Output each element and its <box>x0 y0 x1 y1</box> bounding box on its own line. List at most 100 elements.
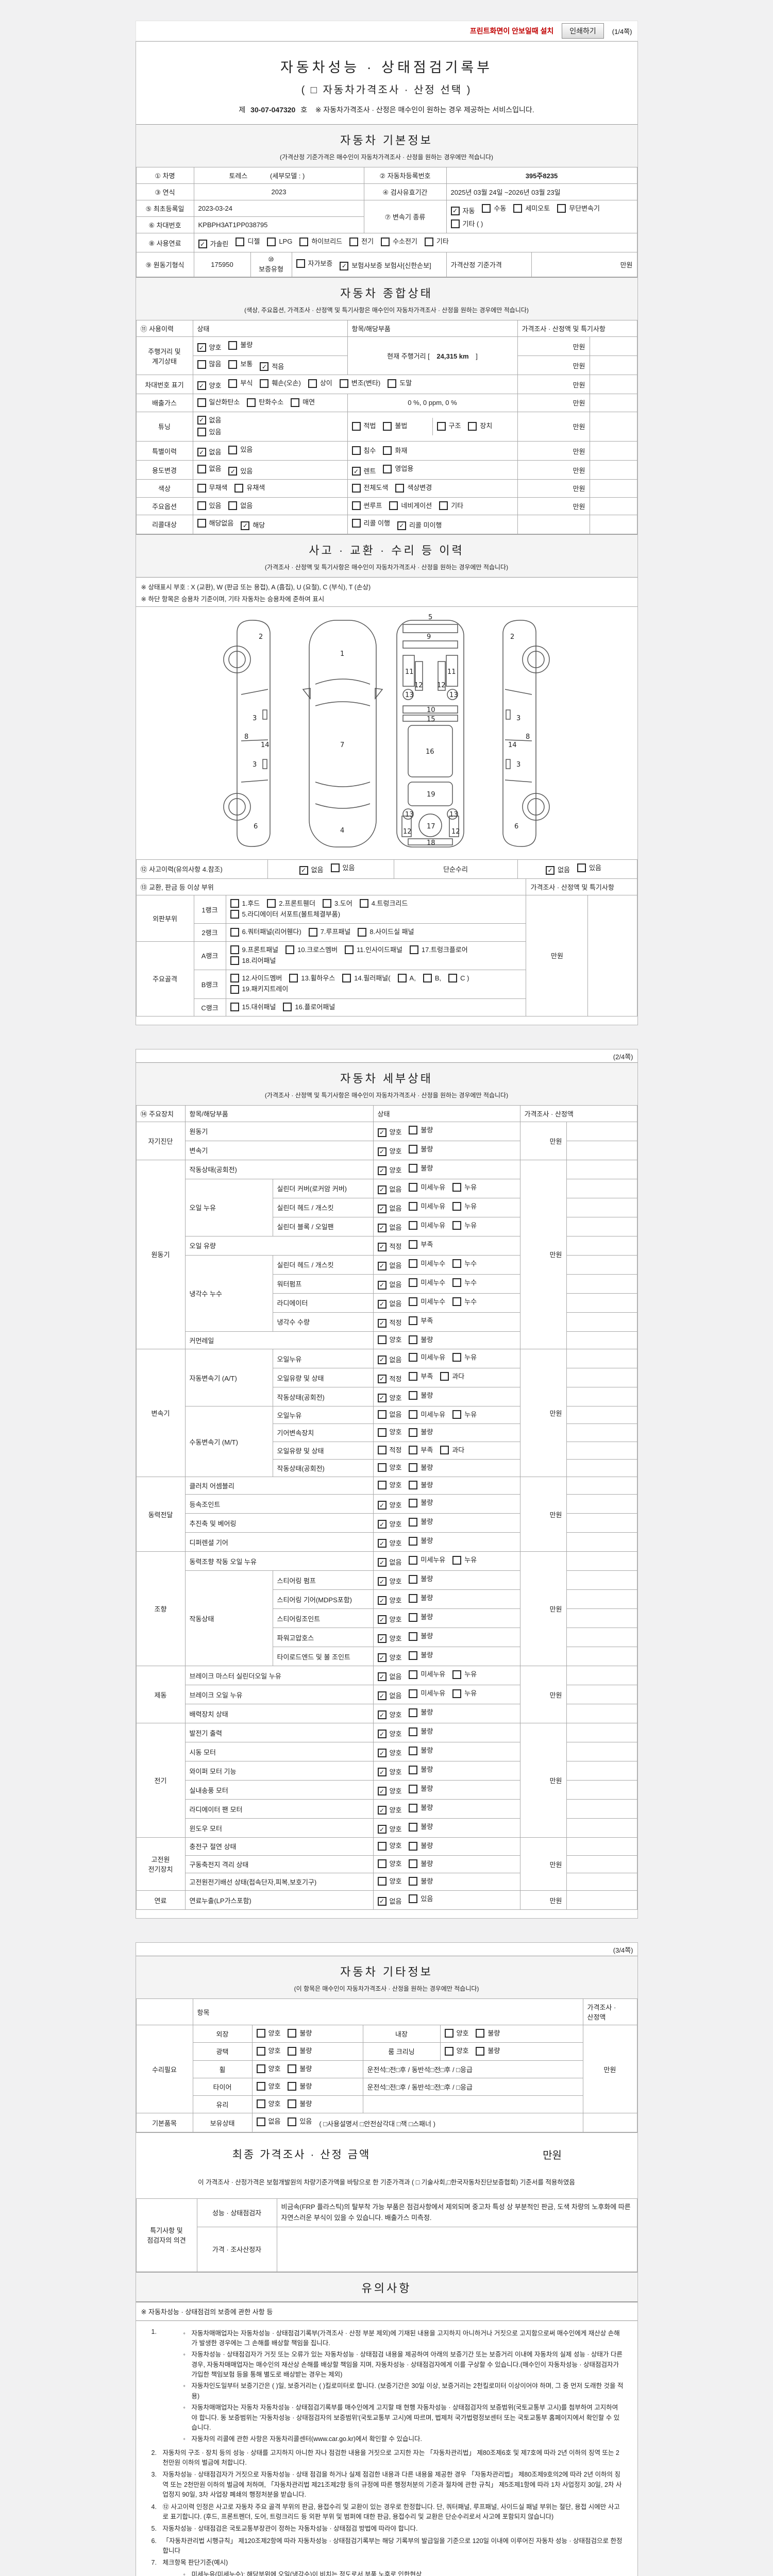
checkbox-checked[interactable]: ✓ 적정 <box>377 1242 401 1252</box>
checkbox-checked[interactable]: ✓ 없음 <box>377 1896 401 1907</box>
checkbox-unchecked[interactable]: 색상변경 <box>395 483 432 493</box>
checkbox-unchecked[interactable]: 세미오토 <box>513 204 550 214</box>
checkbox-checked[interactable]: ✓ 없음 <box>299 865 324 875</box>
checkbox-unchecked[interactable]: 화재 <box>383 446 407 456</box>
checkbox-checked[interactable]: ✓ 자동 <box>450 206 475 216</box>
checkbox-unchecked[interactable]: 불량 <box>409 1517 433 1527</box>
checkbox-unchecked[interactable]: 디젤 <box>236 236 260 247</box>
checkbox-unchecked[interactable]: 12.사이드멤버 <box>230 973 282 984</box>
checkbox-checked[interactable]: ✓ 양호 <box>377 1748 401 1758</box>
checkbox-unchecked[interactable]: 양호 <box>256 2099 280 2109</box>
checkbox-unchecked[interactable]: 과다 <box>440 1371 464 1382</box>
checkbox-checked[interactable]: ✓ 적정 <box>377 1318 401 1328</box>
checkbox-unchecked[interactable]: 7.루프패널 <box>308 927 350 937</box>
checkbox-unchecked[interactable]: 불량 <box>409 1391 433 1401</box>
checkbox-unchecked[interactable]: B, <box>423 973 441 984</box>
checkbox-unchecked[interactable]: 없음 <box>256 2116 280 2127</box>
checkbox-unchecked[interactable]: 2.프론트휀더 <box>267 899 315 909</box>
checkbox-unchecked[interactable]: 부족 <box>409 1316 433 1326</box>
checkbox-unchecked[interactable]: 기타 <box>439 501 463 511</box>
checkbox-unchecked[interactable]: 1.후드 <box>230 899 260 909</box>
print-button[interactable]: 인쇄하기 <box>562 23 604 39</box>
checkbox-unchecked[interactable]: 불량 <box>409 1745 433 1756</box>
checkbox-unchecked[interactable]: 썬루프 <box>351 501 382 511</box>
checkbox-unchecked[interactable]: 8.사이드실 패널 <box>358 927 414 937</box>
checkbox-unchecked[interactable]: 17.트렁크플로어 <box>409 945 468 955</box>
checkbox-unchecked[interactable]: 불량 <box>409 1163 433 1174</box>
checkbox-unchecked[interactable]: 양호 <box>444 2028 468 2039</box>
checkbox-checked[interactable]: ✓ 리콜 미이행 <box>397 520 442 531</box>
checkbox-unchecked[interactable]: 수소전기 <box>381 236 417 247</box>
checkbox-unchecked[interactable]: 양호 <box>377 1841 401 1851</box>
checkbox-unchecked[interactable]: 불량 <box>409 1480 433 1490</box>
checkbox-unchecked[interactable]: 있음 <box>409 1894 433 1904</box>
checkbox-unchecked[interactable]: 상이 <box>308 378 332 388</box>
checkbox-unchecked[interactable]: 양호 <box>256 2081 280 2092</box>
checkbox-unchecked[interactable]: 리콜 이행 <box>351 518 390 529</box>
checkbox-unchecked[interactable]: 15.대쉬패널 <box>230 1002 276 1012</box>
checkbox-unchecked[interactable]: 불량 <box>409 1784 433 1794</box>
checkbox-unchecked[interactable]: 있음 <box>197 427 221 437</box>
checkbox-unchecked[interactable]: 불량 <box>476 2046 500 2056</box>
print-install-notice[interactable]: 프린트화면이 안보일때 설치 <box>469 27 554 35</box>
checkbox-unchecked[interactable]: 전기 <box>349 236 374 247</box>
checkbox-checked[interactable]: ✓ 양호 <box>377 1596 401 1606</box>
checkbox-unchecked[interactable]: 과다 <box>440 1445 464 1455</box>
checkbox-unchecked[interactable]: 불량 <box>288 2028 312 2039</box>
checkbox-unchecked[interactable]: 부족 <box>409 1371 433 1382</box>
checkbox-unchecked[interactable]: 무단변속기 <box>557 204 600 214</box>
checkbox-unchecked[interactable]: 불법 <box>383 421 407 431</box>
checkbox-unchecked[interactable]: 4.트렁크리드 <box>359 899 408 909</box>
checkbox-unchecked[interactable]: 전체도색 <box>351 483 388 493</box>
checkbox-unchecked[interactable]: 13.휠하우스 <box>289 973 335 984</box>
checkbox-unchecked[interactable]: 누수 <box>452 1297 477 1307</box>
checkbox-unchecked[interactable]: 불량 <box>288 2064 312 2074</box>
checkbox-unchecked[interactable]: 3.도어 <box>322 899 352 909</box>
checkbox-unchecked[interactable]: 양호 <box>377 1427 401 1437</box>
checkbox-unchecked[interactable]: A, <box>397 973 416 984</box>
checkbox-unchecked[interactable]: 양호 <box>377 1876 401 1887</box>
checkbox-unchecked[interactable]: 무채색 <box>197 483 227 493</box>
checkbox-unchecked[interactable]: 불량 <box>409 1822 433 1832</box>
checkbox-unchecked[interactable]: 누수 <box>452 1259 477 1269</box>
checkbox-checked[interactable]: ✓ 없음 <box>197 415 221 426</box>
checkbox-unchecked[interactable]: 보통 <box>228 359 253 369</box>
checkbox-unchecked[interactable]: 매연 <box>291 397 315 408</box>
checkbox-unchecked[interactable]: C ) <box>448 973 469 984</box>
checkbox-checked[interactable]: ✓ 없음 <box>377 1691 401 1701</box>
checkbox-unchecked[interactable]: 불량 <box>476 2028 500 2039</box>
checkbox-unchecked[interactable]: 수동 <box>482 204 506 214</box>
checkbox-unchecked[interactable]: 미세누유 <box>409 1352 445 1363</box>
checkbox-unchecked[interactable]: LPG <box>267 236 292 247</box>
checkbox-unchecked[interactable]: 불량 <box>409 1574 433 1584</box>
checkbox-unchecked[interactable]: 불량 <box>409 1707 433 1718</box>
checkbox-unchecked[interactable]: 일산화탄소 <box>197 397 240 408</box>
checkbox-unchecked[interactable]: 불량 <box>409 1536 433 1546</box>
checkbox-checked[interactable]: ✓ 양호 <box>377 1786 401 1797</box>
checkbox-unchecked[interactable]: 미세누수 <box>409 1259 445 1269</box>
checkbox-unchecked[interactable]: 양호 <box>256 2046 280 2056</box>
checkbox-checked[interactable]: ✓ 없음 <box>377 1672 401 1682</box>
checkbox-unchecked[interactable]: 불량 <box>409 1803 433 1813</box>
checkbox-unchecked[interactable]: 자가보증 <box>296 259 332 269</box>
checkbox-unchecked[interactable]: 있음 <box>197 501 221 511</box>
checkbox-unchecked[interactable]: 침수 <box>351 446 376 456</box>
checkbox-unchecked[interactable]: 불량 <box>409 1765 433 1775</box>
checkbox-unchecked[interactable]: 불량 <box>288 2046 312 2056</box>
checkbox-checked[interactable]: ✓ 양호 <box>377 1538 401 1549</box>
checkbox-unchecked[interactable]: 미세누유 <box>409 1201 445 1212</box>
checkbox-unchecked[interactable]: 양호 <box>377 1480 401 1490</box>
checkbox-unchecked[interactable]: 도말 <box>388 378 412 388</box>
checkbox-checked[interactable]: ✓ 양호 <box>377 1577 401 1587</box>
checkbox-checked[interactable]: ✓ 양호 <box>377 1767 401 1777</box>
checkbox-unchecked[interactable]: 19.패키지트레이 <box>230 984 288 994</box>
checkbox-unchecked[interactable]: 변조(변타) <box>339 378 380 388</box>
checkbox-unchecked[interactable]: 적정 <box>377 1445 401 1455</box>
checkbox-checked[interactable]: ✓ 양호 <box>377 1710 401 1720</box>
checkbox-unchecked[interactable]: 불량 <box>409 1859 433 1869</box>
checkbox-unchecked[interactable]: 미세누유 <box>409 1182 445 1193</box>
checkbox-unchecked[interactable]: 불량 <box>409 1144 433 1155</box>
checkbox-unchecked[interactable]: 미세누유 <box>409 1688 445 1699</box>
checkbox-unchecked[interactable]: 있음 <box>228 445 253 455</box>
checkbox-unchecked[interactable]: 누유 <box>452 1410 477 1420</box>
